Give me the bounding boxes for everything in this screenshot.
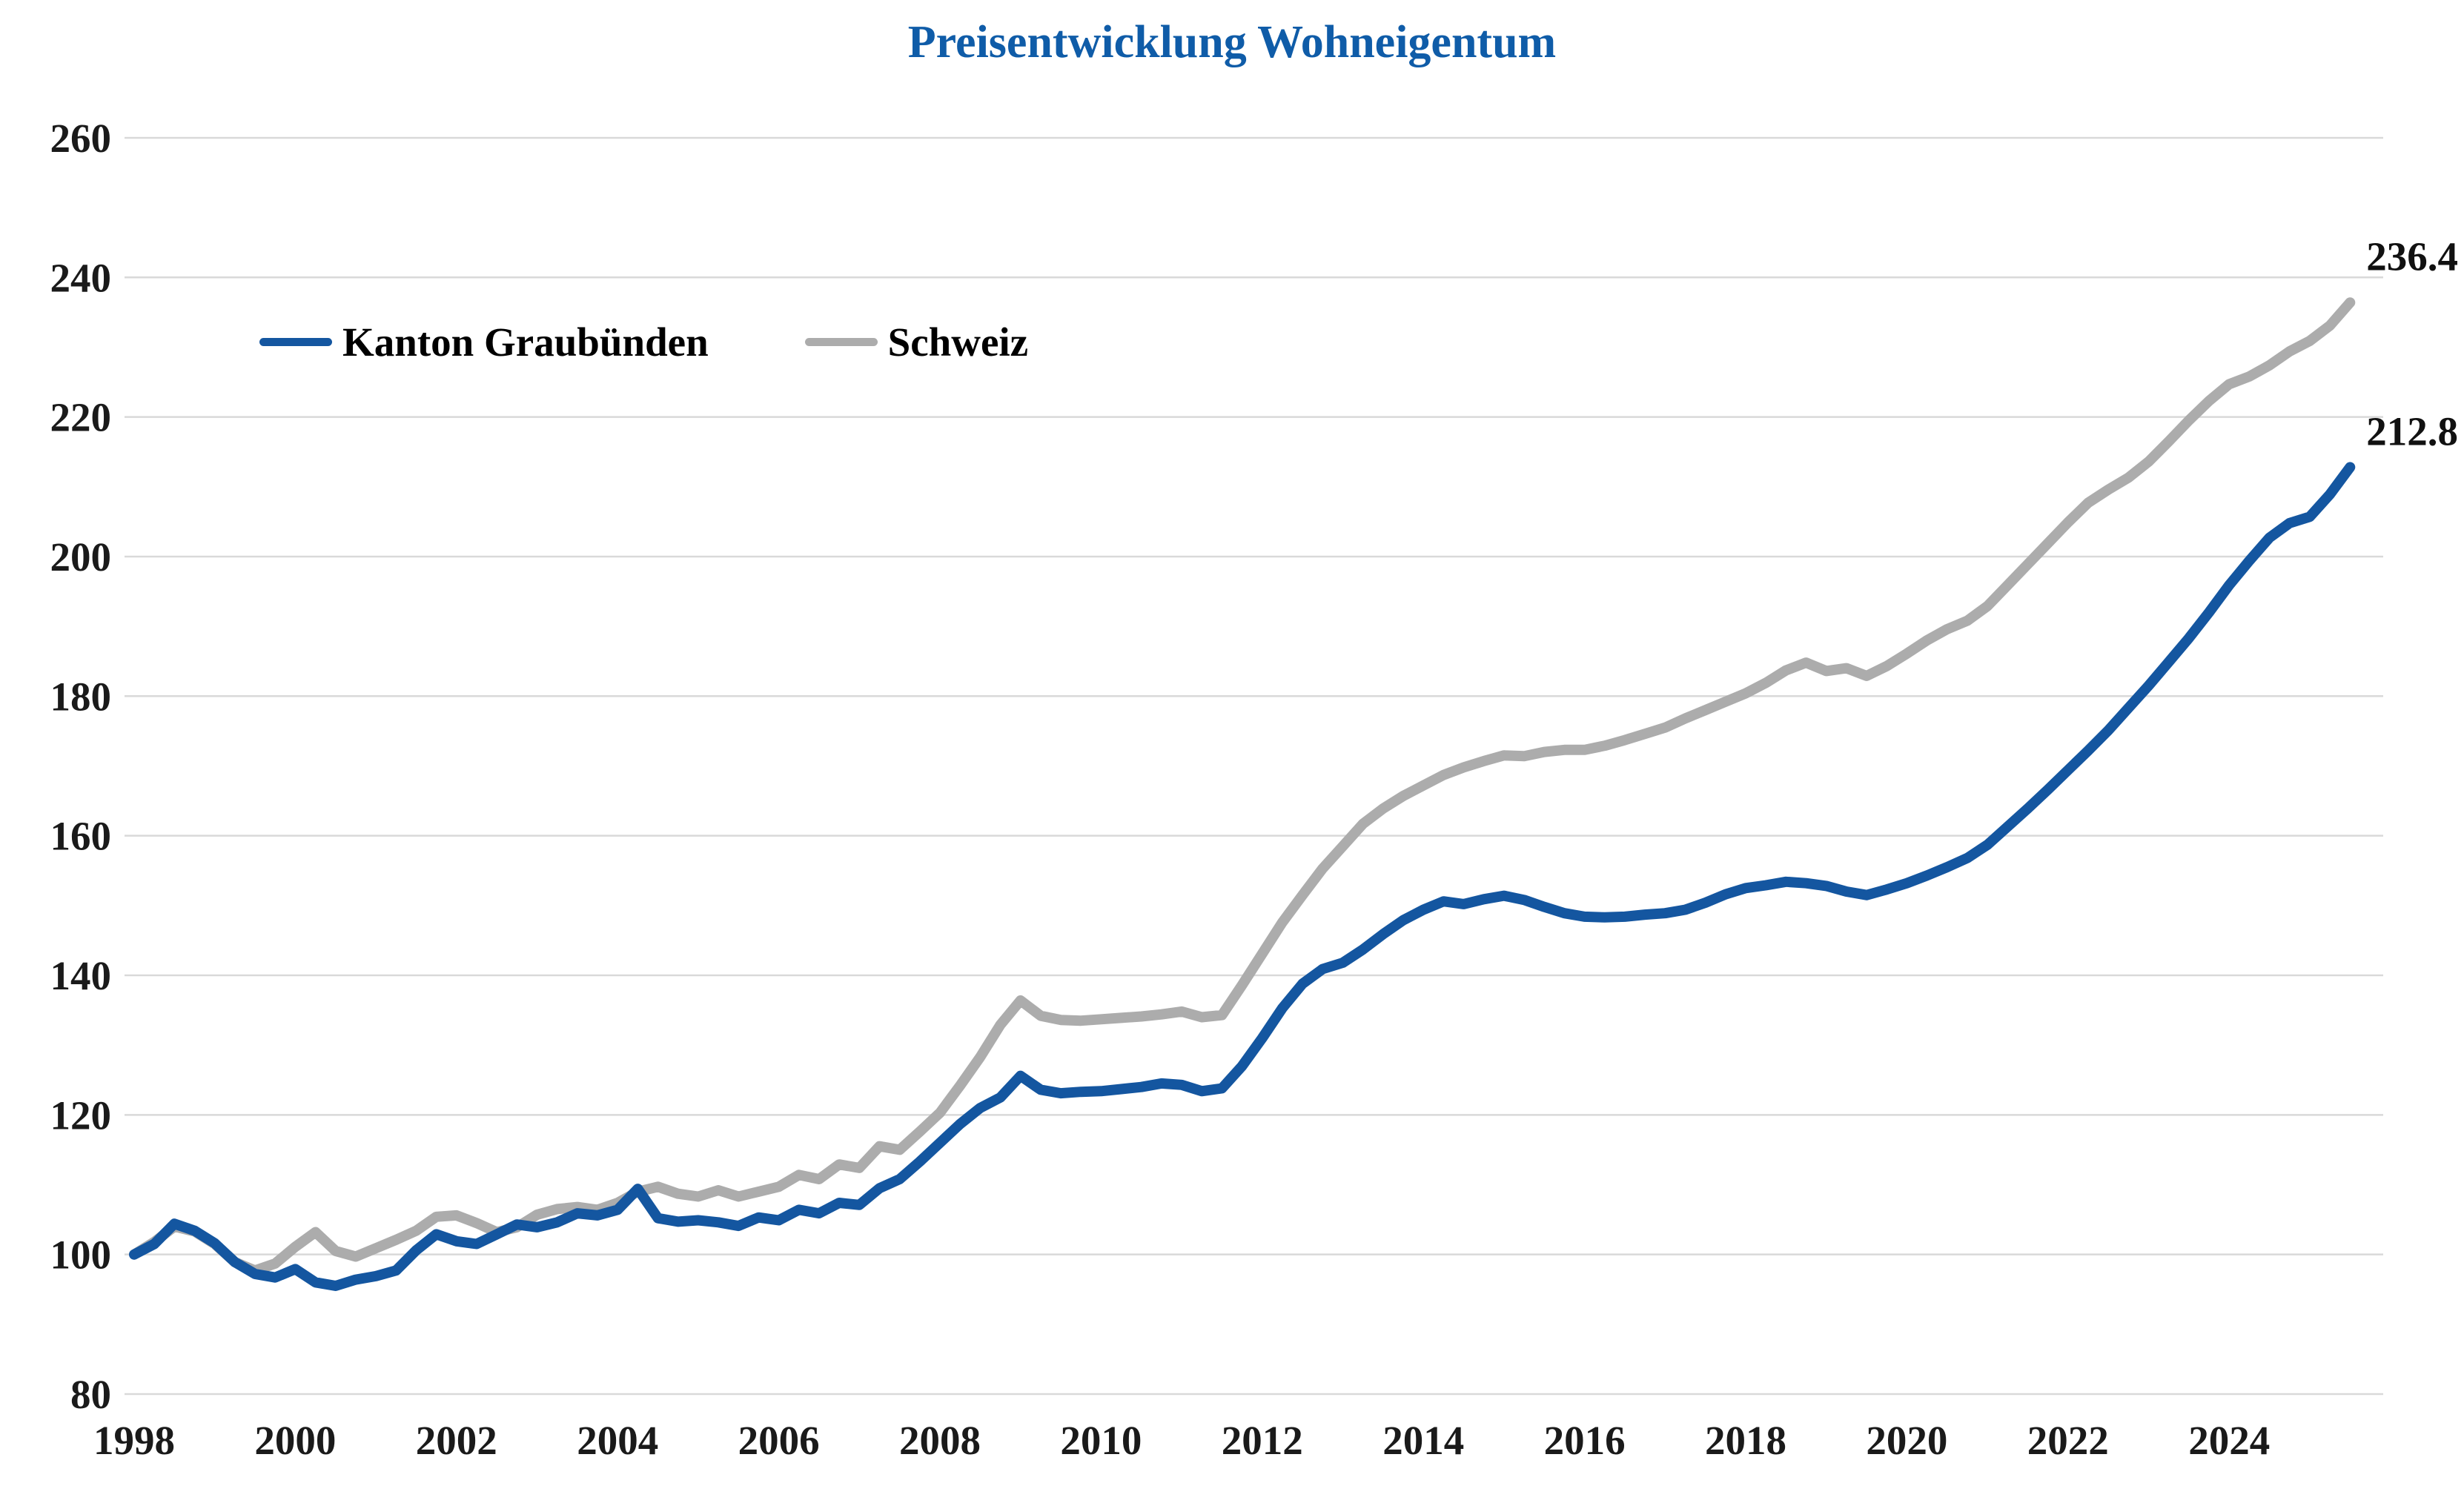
y-tick-label-260: 260 bbox=[50, 116, 112, 161]
y-tick-label-80: 80 bbox=[70, 1372, 111, 1417]
legend-label-schweiz: Schweiz bbox=[887, 319, 1029, 365]
y-tick-label-100: 100 bbox=[50, 1232, 112, 1278]
legend-item-graubuenden: Kanton Graubünden bbox=[259, 319, 709, 365]
x-tick-label-2018: 2018 bbox=[1705, 1418, 1786, 1463]
x-tick-label-2024: 2024 bbox=[2188, 1418, 2270, 1463]
x-tick-label-2002: 2002 bbox=[416, 1418, 497, 1463]
series-line-schweiz bbox=[129, 297, 2356, 1276]
x-tick-label-2012: 2012 bbox=[1222, 1418, 1303, 1463]
y-tick-label-160: 160 bbox=[50, 814, 112, 859]
graubuenden-end-value-label: 212.8 bbox=[2366, 408, 2458, 454]
chart-title: Preisentwicklung Wohneigentum bbox=[907, 17, 1557, 67]
legend: Kanton Graubünden Schweiz bbox=[259, 319, 1028, 365]
x-tick-label-2010: 2010 bbox=[1060, 1418, 1142, 1463]
y-tick-label-200: 200 bbox=[50, 534, 112, 580]
y-tick-label-120: 120 bbox=[50, 1092, 112, 1138]
graubuenden-line-swatch bbox=[259, 338, 332, 346]
legend-label-graubuenden: Kanton Graubünden bbox=[342, 319, 709, 365]
y-tick-label-140: 140 bbox=[50, 953, 112, 998]
x-tick-label-2004: 2004 bbox=[577, 1418, 658, 1463]
x-tick-label-2006: 2006 bbox=[738, 1418, 820, 1463]
legend-item-schweiz: Schweiz bbox=[804, 319, 1029, 365]
x-tick-label-2022: 2022 bbox=[2027, 1418, 2109, 1463]
x-tick-label-2000: 2000 bbox=[254, 1418, 336, 1463]
x-tick-label-2014: 2014 bbox=[1382, 1418, 1464, 1463]
x-tick-label-1998: 1998 bbox=[93, 1418, 175, 1463]
y-tick-label-240: 240 bbox=[50, 255, 112, 300]
x-tick-label-2020: 2020 bbox=[1866, 1418, 1947, 1463]
schweiz-line-swatch bbox=[804, 338, 878, 346]
series-line-graubuenden bbox=[129, 462, 2356, 1291]
schweiz-end-value-label: 236.4 bbox=[2366, 233, 2458, 279]
x-tick-label-2008: 2008 bbox=[899, 1418, 981, 1463]
x-tick-label-2016: 2016 bbox=[1544, 1418, 1626, 1463]
y-tick-label-220: 220 bbox=[50, 395, 112, 440]
y-tick-label-180: 180 bbox=[50, 674, 112, 719]
